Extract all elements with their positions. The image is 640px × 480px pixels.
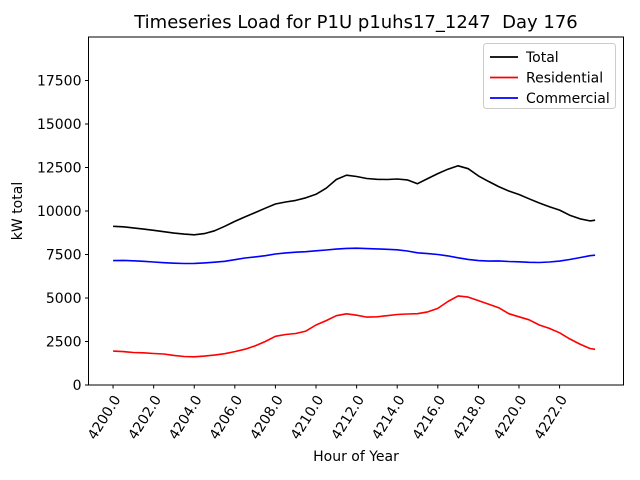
series-line-total <box>113 165 596 236</box>
y-tick-label: 12500 <box>37 161 82 177</box>
x-axis-label: Hour of Year <box>313 449 399 465</box>
series-line-residential <box>113 295 596 358</box>
y-axis-label: kW total <box>10 182 26 240</box>
y-tick-label: 10000 <box>37 204 82 220</box>
legend: Total Residential Commercial <box>483 43 616 109</box>
y-tick-label: 17500 <box>37 74 82 90</box>
y-tick-label: 5000 <box>46 291 82 307</box>
legend-label-residential: Residential <box>526 71 603 87</box>
chart-title: Timeseries Load for P1U p1uhs17_1247 Day… <box>133 12 578 33</box>
legend-label-commercial: Commercial <box>526 91 610 107</box>
y-axis-ticks: 0 2500 5000 7500 10000 12500 15000 17500 <box>37 74 89 394</box>
y-tick-label: 7500 <box>46 248 82 264</box>
legend-entries: Total Residential Commercial <box>490 50 610 107</box>
y-tick-label: 15000 <box>37 117 82 133</box>
legend-frame <box>483 43 616 109</box>
series-line-commercial <box>113 247 596 265</box>
y-tick-label: 2500 <box>46 335 82 351</box>
series-lines <box>113 165 596 358</box>
legend-label-total: Total <box>525 50 559 66</box>
y-tick-label: 0 <box>73 378 82 394</box>
